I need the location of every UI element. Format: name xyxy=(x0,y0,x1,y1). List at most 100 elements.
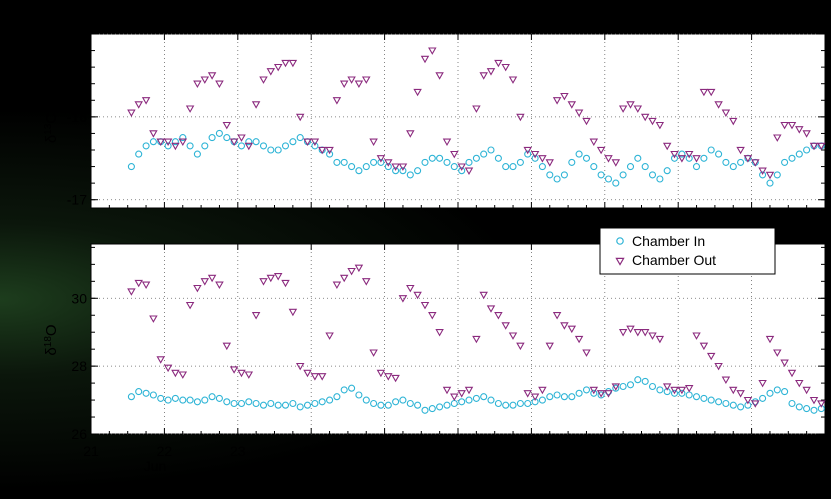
top-y-axis-title-sup: 13 xyxy=(43,123,54,135)
point-d18o-chamber-out-10 xyxy=(200,278,210,286)
point-d13c-chamber-out-32 xyxy=(361,76,371,84)
xtick-label-22: 22 xyxy=(157,443,173,459)
point-d18o-chamber-out-54 xyxy=(523,390,532,398)
point-d18o-chamber-in-7 xyxy=(179,396,187,404)
point-d18o-chamber-out-30 xyxy=(347,267,356,276)
point-d13c-chamber-in-9 xyxy=(193,150,201,158)
point-d18o-chamber-out-87 xyxy=(765,335,775,344)
point-d18o-chamber-out-47 xyxy=(472,335,481,344)
point-d18o-chamber-out-70 xyxy=(640,329,650,337)
top-panel-plot-area xyxy=(90,33,826,209)
point-d18o-chamber-out-56 xyxy=(538,386,547,395)
point-d13c-chamber-in-55 xyxy=(531,154,539,162)
point-d13c-chamber-in-53 xyxy=(516,158,524,166)
point-d18o-chamber-in-79 xyxy=(707,396,715,404)
point-d13c-chamber-in-8 xyxy=(186,142,194,150)
point-d13c-chamber-in-11 xyxy=(208,134,216,142)
point-d13c-chamber-out-54 xyxy=(523,146,532,155)
point-d13c-chamber-out-52 xyxy=(508,76,518,84)
point-d13c-chamber-in-87 xyxy=(766,179,774,187)
point-d18o-chamber-out-9 xyxy=(193,284,202,293)
point-d18o-chamber-in-19 xyxy=(267,399,275,408)
point-d13c-chamber-out-79 xyxy=(706,88,716,97)
point-d18o-chamber-in-51 xyxy=(502,401,510,409)
point-d18o-chamber-in-42 xyxy=(436,403,444,411)
point-d13c-chamber-out-4 xyxy=(156,138,165,147)
point-d18o-chamber-in-38 xyxy=(406,399,414,408)
point-d18o-chamber-in-63 xyxy=(590,389,598,397)
point-d13c-chamber-out-73 xyxy=(662,142,672,151)
point-d13c-chamber-in-17 xyxy=(252,138,260,146)
point-d18o-chamber-in-92 xyxy=(803,405,811,413)
point-d13c-chamber-out-45 xyxy=(457,163,466,171)
point-d18o-chamber-out-79 xyxy=(706,352,716,361)
point-d18o-chamber-out-0 xyxy=(127,288,136,296)
point-d18o-chamber-out-20 xyxy=(273,273,283,281)
point-d18o-chamber-in-37 xyxy=(399,396,407,404)
point-d18o-chamber-out-37 xyxy=(398,295,408,303)
point-d18o-chamber-in-91 xyxy=(795,403,803,411)
point-d13c-chamber-in-13 xyxy=(223,134,231,142)
point-d13c-chamber-in-12 xyxy=(215,129,223,137)
point-d18o-chamber-out-69 xyxy=(633,329,643,337)
legend-label-chamber-in: Chamber In xyxy=(632,233,705,249)
point-d18o-chamber-in-47 xyxy=(472,394,480,402)
point-d13c-chamber-in-90 xyxy=(788,154,796,162)
point-d18o-chamber-out-63 xyxy=(589,386,599,395)
point-d13c-chamber-out-74 xyxy=(670,150,679,159)
point-d18o-chamber-in-16 xyxy=(245,398,253,406)
point-d18o-chamber-in-80 xyxy=(715,398,723,406)
point-d18o-chamber-out-77 xyxy=(692,332,701,340)
point-d18o-chamber-out-61 xyxy=(574,335,584,344)
point-d13c-chamber-in-86 xyxy=(759,171,767,179)
point-d13c-chamber-in-65 xyxy=(604,175,613,183)
point-d13c-chamber-out-24 xyxy=(303,138,312,147)
point-d18o-chamber-in-39 xyxy=(414,401,422,409)
point-d13c-chamber-out-31 xyxy=(354,80,364,89)
point-d18o-chamber-out-18 xyxy=(259,278,268,286)
point-d18o-chamber-out-65 xyxy=(604,390,613,398)
legend-marker-chamber-in xyxy=(616,237,624,245)
point-d18o-chamber-out-31 xyxy=(354,264,364,273)
point-d13c-chamber-out-49 xyxy=(486,68,496,76)
point-d18o-chamber-out-8 xyxy=(185,301,195,310)
legend-box xyxy=(599,227,776,275)
point-d13c-chamber-out-16 xyxy=(244,142,254,151)
point-d13c-chamber-in-39 xyxy=(414,167,422,175)
point-d18o-chamber-in-28 xyxy=(333,393,341,401)
point-d18o-chamber-out-71 xyxy=(648,332,657,340)
point-d18o-chamber-in-31 xyxy=(355,391,363,399)
point-d13c-chamber-in-32 xyxy=(362,163,370,171)
point-d18o-chamber-in-90 xyxy=(788,399,796,408)
point-d18o-chamber-in-59 xyxy=(560,393,568,401)
point-d18o-chamber-out-81 xyxy=(721,376,731,385)
point-d13c-chamber-out-21 xyxy=(281,59,290,68)
point-d18o-chamber-out-3 xyxy=(149,315,158,323)
point-d13c-chamber-in-56 xyxy=(538,163,546,171)
point-d18o-chamber-in-49 xyxy=(487,396,495,404)
point-d13c-chamber-out-41 xyxy=(428,47,437,55)
point-d13c-chamber-out-8 xyxy=(185,105,195,113)
point-d13c-chamber-in-16 xyxy=(245,138,253,146)
point-d18o-chamber-out-17 xyxy=(251,312,261,320)
point-d18o-chamber-out-49 xyxy=(486,305,496,313)
point-d18o-chamber-out-23 xyxy=(295,362,305,371)
point-d13c-chamber-in-31 xyxy=(355,167,363,175)
point-d13c-chamber-out-64 xyxy=(596,146,606,155)
point-d13c-chamber-out-12 xyxy=(215,80,224,88)
point-d18o-chamber-out-22 xyxy=(288,308,298,317)
point-d13c-chamber-out-2 xyxy=(141,97,151,105)
point-d13c-chamber-in-18 xyxy=(259,142,268,150)
point-d18o-chamber-in-77 xyxy=(692,393,701,401)
point-d18o-chamber-in-75 xyxy=(678,389,686,397)
point-d13c-chamber-in-64 xyxy=(597,171,605,179)
point-d18o-chamber-in-10 xyxy=(201,396,209,404)
point-d13c-chamber-out-59 xyxy=(560,92,569,101)
point-d18o-chamber-in-50 xyxy=(494,399,502,408)
point-d18o-chamber-out-51 xyxy=(501,322,510,330)
point-d18o-chamber-out-83 xyxy=(736,390,745,398)
point-d18o-chamber-in-20 xyxy=(274,401,282,409)
point-d18o-chamber-out-64 xyxy=(596,390,606,398)
point-d13c-chamber-in-1 xyxy=(135,150,143,158)
point-d18o-chamber-out-67 xyxy=(618,329,628,337)
